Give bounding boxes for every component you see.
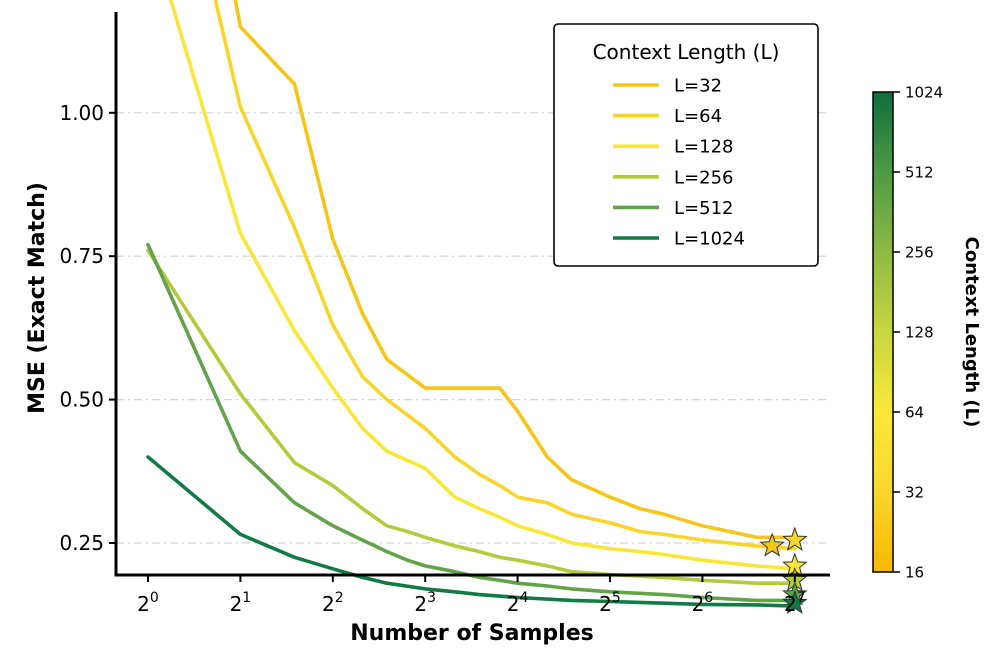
legend-label: L=32 — [674, 76, 722, 97]
y-tick-label: 0.75 — [59, 244, 104, 268]
colorbar-tick-label: 64 — [905, 404, 924, 422]
series-line — [146, 242, 797, 603]
x-tick-label: 23 — [414, 590, 436, 616]
colorbar-tick-label: 512 — [905, 164, 934, 182]
x-tick-label: 24 — [507, 590, 529, 616]
x-tick-label: 22 — [322, 590, 344, 616]
y-axis-title: MSE (Exact Match) — [25, 182, 50, 414]
colorbar-tick-label: 1024 — [905, 84, 943, 102]
legend-label: L=128 — [674, 137, 733, 158]
colorbar-tick-label: 32 — [905, 484, 924, 502]
colorbar-gradient — [872, 91, 894, 573]
legend-title: Context Length (L) — [593, 40, 780, 64]
series-line — [168, 0, 797, 571]
colorbar-tick-label: 256 — [905, 244, 934, 262]
y-tick-label: 0.50 — [59, 388, 104, 412]
x-tick-label: 26 — [692, 590, 714, 616]
x-axis-ticks: 20 21 22 23 24 25 26 27 — [137, 575, 806, 616]
x-tick-label: 21 — [230, 590, 252, 616]
legend-label: L=512 — [674, 198, 733, 219]
legend-label: L=1024 — [674, 229, 745, 250]
colorbar-tick-label: 128 — [905, 324, 934, 342]
star-marker — [759, 532, 785, 557]
colorbar-tick-label: 16 — [905, 564, 924, 582]
series-line — [233, 0, 797, 540]
legend: Context Length (L) L=32 L=64 L=128 L=256 L=5… — [553, 23, 819, 267]
star-marker — [782, 589, 808, 615]
colorbar-title: Context Length (L) — [961, 237, 982, 428]
series-line — [146, 248, 797, 585]
star-marker — [782, 526, 808, 551]
y-axis-ticks: 0.250.500.751.001.251.501.752.00 — [59, 101, 116, 555]
colorbar-ticks: 16 32 64 128 256 512 1024 — [893, 84, 943, 582]
series-lines — [146, 0, 797, 608]
x-tick-label: 27 — [784, 590, 806, 616]
y-tick-label: 0.25 — [59, 531, 104, 555]
legend-label: L=256 — [674, 167, 733, 188]
x-axis-title: Number of Samples — [350, 621, 593, 646]
legend-items: L=32 L=64 L=128 L=256 L=512 L=1024 — [613, 76, 745, 250]
x-tick-label: 20 — [137, 590, 159, 616]
legend-label: L=64 — [674, 106, 722, 127]
colorbar: 16 32 64 128 256 512 1024 Context Length (L) — [872, 84, 982, 582]
series-line — [146, 455, 797, 608]
series-line — [213, 0, 797, 551]
y-tick-label: 1.00 — [59, 101, 104, 125]
x-tick-label: 25 — [599, 590, 621, 616]
axes — [114, 12, 830, 577]
